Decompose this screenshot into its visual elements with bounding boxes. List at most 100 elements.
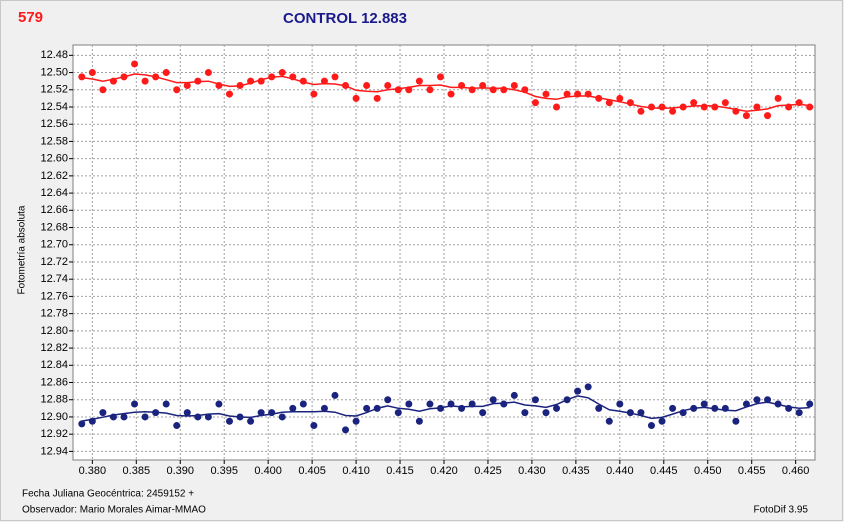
data-point xyxy=(531,396,539,404)
data-point xyxy=(131,400,139,408)
data-point xyxy=(289,404,297,412)
data-point xyxy=(753,103,761,111)
data-point xyxy=(299,77,307,85)
data-point xyxy=(183,81,191,89)
data-point xyxy=(510,81,518,89)
data-point xyxy=(721,99,729,107)
y-tick-label: 12.62 xyxy=(40,170,68,182)
y-tick-label: 12.92 xyxy=(40,428,68,440)
data-point xyxy=(679,409,687,417)
y-tick-label: 12.50 xyxy=(40,66,68,78)
data-point xyxy=(795,99,803,107)
y-tick-label: 12.60 xyxy=(40,153,68,165)
data-point xyxy=(764,396,772,404)
y-tick-label: 12.86 xyxy=(40,376,68,388)
data-point xyxy=(352,417,360,425)
data-point xyxy=(721,404,729,412)
x-tick-label: 0.425 xyxy=(474,465,502,477)
y-tick-label: 12.64 xyxy=(40,187,68,199)
data-point xyxy=(236,81,244,89)
data-point xyxy=(162,69,170,77)
data-point xyxy=(436,404,444,412)
y-tick-label: 12.80 xyxy=(40,325,68,337)
data-point xyxy=(658,103,666,111)
data-point xyxy=(88,417,96,425)
x-tick-label: 0.400 xyxy=(254,465,282,477)
data-point xyxy=(742,112,750,120)
data-point xyxy=(384,396,392,404)
x-tick-label: 0.455 xyxy=(738,465,766,477)
data-point xyxy=(78,73,86,81)
y-tick-label: 12.90 xyxy=(40,411,68,423)
data-point xyxy=(88,69,96,77)
data-point xyxy=(489,86,497,94)
y-tick-label: 12.84 xyxy=(40,359,68,371)
x-tick-label: 0.420 xyxy=(430,465,458,477)
data-point xyxy=(120,413,128,421)
y-tick-label: 12.88 xyxy=(40,394,68,406)
data-point xyxy=(173,86,181,94)
y-tick-label: 12.56 xyxy=(40,118,68,130)
data-point xyxy=(363,81,371,89)
data-point xyxy=(120,73,128,81)
x-tick-label: 0.415 xyxy=(386,465,414,477)
observer: Observador: Mario Morales Aimar-MMAO xyxy=(22,505,206,516)
data-point xyxy=(500,86,508,94)
data-point xyxy=(405,86,413,94)
data-point xyxy=(616,94,624,102)
data-point xyxy=(78,420,86,428)
data-point xyxy=(700,400,708,408)
data-point xyxy=(595,404,603,412)
x-tick-label: 0.385 xyxy=(123,465,151,477)
data-point xyxy=(373,404,381,412)
y-tick-label: 12.54 xyxy=(40,101,68,113)
x-tick-label: 0.430 xyxy=(518,465,546,477)
data-point xyxy=(320,77,328,85)
data-point xyxy=(225,417,233,425)
data-point xyxy=(278,69,286,77)
data-point xyxy=(268,409,276,417)
data-point xyxy=(785,404,793,412)
data-point xyxy=(521,86,529,94)
x-tick-label: 0.395 xyxy=(210,465,238,477)
data-point xyxy=(795,409,803,417)
data-point xyxy=(753,396,761,404)
data-point xyxy=(732,417,740,425)
data-point xyxy=(415,417,423,425)
data-point xyxy=(426,86,434,94)
data-point xyxy=(521,409,529,417)
data-point xyxy=(647,422,655,430)
trend-line xyxy=(81,73,810,113)
data-point xyxy=(637,409,645,417)
x-tick-label: 0.380 xyxy=(79,465,107,477)
data-point xyxy=(458,81,466,89)
data-point xyxy=(626,409,634,417)
x-axis-label: Fecha Juliana Geocéntrica: 2459152 + xyxy=(22,489,194,500)
data-point xyxy=(109,413,117,421)
data-point xyxy=(331,391,339,399)
data-point xyxy=(204,413,212,421)
x-tick-label: 0.435 xyxy=(562,465,590,477)
y-tick-label: 12.66 xyxy=(40,204,68,216)
data-point xyxy=(479,81,487,89)
data-point xyxy=(732,107,740,115)
x-tick-label: 0.405 xyxy=(298,465,326,477)
y-axis-label: Fotometría absoluta xyxy=(17,205,28,294)
data-point xyxy=(806,400,814,408)
data-point xyxy=(194,413,202,421)
data-point xyxy=(563,90,571,98)
data-point xyxy=(658,417,666,425)
data-point xyxy=(605,417,613,425)
star-label: 579 xyxy=(18,9,43,26)
y-tick-label: 12.74 xyxy=(40,273,68,285)
data-point xyxy=(141,413,149,421)
data-point xyxy=(352,94,360,102)
trend-line xyxy=(81,395,810,422)
data-point xyxy=(342,426,350,434)
data-point xyxy=(574,387,582,395)
x-tick-label: 0.410 xyxy=(342,465,370,477)
data-point xyxy=(331,73,339,81)
data-point xyxy=(647,103,655,111)
